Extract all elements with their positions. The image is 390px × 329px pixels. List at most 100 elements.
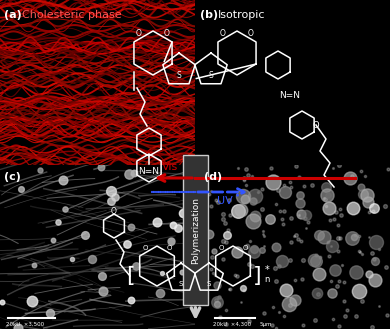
Point [364, 192, 370, 198]
Point [313, 253, 319, 258]
Point [358, 185, 365, 190]
Point [351, 234, 357, 239]
Point [279, 216, 285, 221]
Point [316, 232, 323, 237]
Point [239, 194, 246, 199]
Point [267, 216, 273, 222]
Point [213, 298, 219, 303]
Text: (b): (b) [200, 10, 218, 20]
Point [37, 167, 43, 173]
Point [334, 284, 340, 289]
Point [337, 206, 344, 212]
Point [227, 212, 233, 217]
Text: 5μm: 5μm [260, 322, 273, 327]
Point [223, 240, 229, 245]
Point [250, 246, 257, 252]
Point [200, 204, 206, 209]
Point [296, 213, 302, 218]
Point [277, 209, 283, 214]
Point [215, 282, 221, 287]
Point [193, 262, 199, 267]
Point [199, 176, 205, 182]
Point [317, 254, 323, 260]
Point [341, 314, 347, 319]
Point [365, 209, 372, 214]
Point [128, 224, 134, 229]
Point [295, 236, 301, 241]
Point [220, 238, 227, 243]
Point [214, 302, 220, 307]
Point [336, 163, 342, 168]
Point [360, 192, 366, 197]
Text: O: O [220, 29, 226, 38]
Point [220, 212, 226, 217]
Point [292, 233, 299, 238]
Point [326, 253, 332, 259]
Point [283, 287, 289, 292]
Point [208, 266, 215, 272]
Point [340, 280, 347, 285]
Point [296, 193, 303, 198]
Point [314, 290, 320, 295]
Point [314, 291, 321, 296]
Point [252, 193, 258, 199]
Point [207, 204, 214, 209]
Point [206, 232, 212, 237]
Text: O: O [313, 120, 319, 130]
Point [280, 221, 286, 227]
Point [292, 298, 298, 303]
Point [326, 206, 332, 211]
Point [279, 258, 285, 263]
Point [131, 171, 137, 176]
Point [157, 290, 163, 295]
Point [168, 240, 174, 245]
Point [323, 185, 329, 190]
Point [207, 189, 214, 194]
Text: Polymerization: Polymerization [191, 196, 200, 264]
Text: Isotropic: Isotropic [218, 10, 266, 20]
Point [356, 249, 363, 254]
Point [291, 278, 298, 283]
Point [158, 270, 165, 276]
Point [336, 279, 342, 284]
Point [324, 192, 330, 197]
Point [385, 166, 390, 172]
Point [222, 221, 229, 226]
Point [247, 239, 254, 244]
Point [335, 236, 341, 241]
Point [195, 215, 202, 220]
Point [98, 164, 104, 170]
Point [335, 248, 342, 253]
Point [259, 248, 265, 253]
Point [30, 263, 37, 268]
Point [241, 178, 247, 183]
Point [352, 232, 358, 238]
Point [321, 234, 328, 240]
Point [332, 267, 338, 273]
Text: O: O [248, 29, 254, 38]
Point [223, 322, 229, 327]
Point [335, 222, 342, 228]
Point [383, 313, 390, 318]
Point [232, 272, 238, 278]
FancyBboxPatch shape [183, 155, 208, 305]
Point [0, 299, 5, 305]
Point [330, 316, 336, 321]
Point [203, 209, 209, 214]
Point [214, 299, 220, 304]
Point [370, 208, 376, 213]
Point [200, 184, 206, 189]
Text: O: O [166, 245, 172, 251]
Point [245, 262, 252, 267]
Point [241, 287, 247, 292]
Point [50, 237, 56, 242]
Point [309, 182, 315, 188]
Point [356, 289, 362, 294]
Point [349, 235, 355, 240]
Point [108, 189, 114, 194]
Point [273, 326, 280, 329]
Point [220, 257, 227, 262]
Point [226, 286, 232, 291]
Point [338, 212, 344, 217]
Point [252, 213, 258, 218]
